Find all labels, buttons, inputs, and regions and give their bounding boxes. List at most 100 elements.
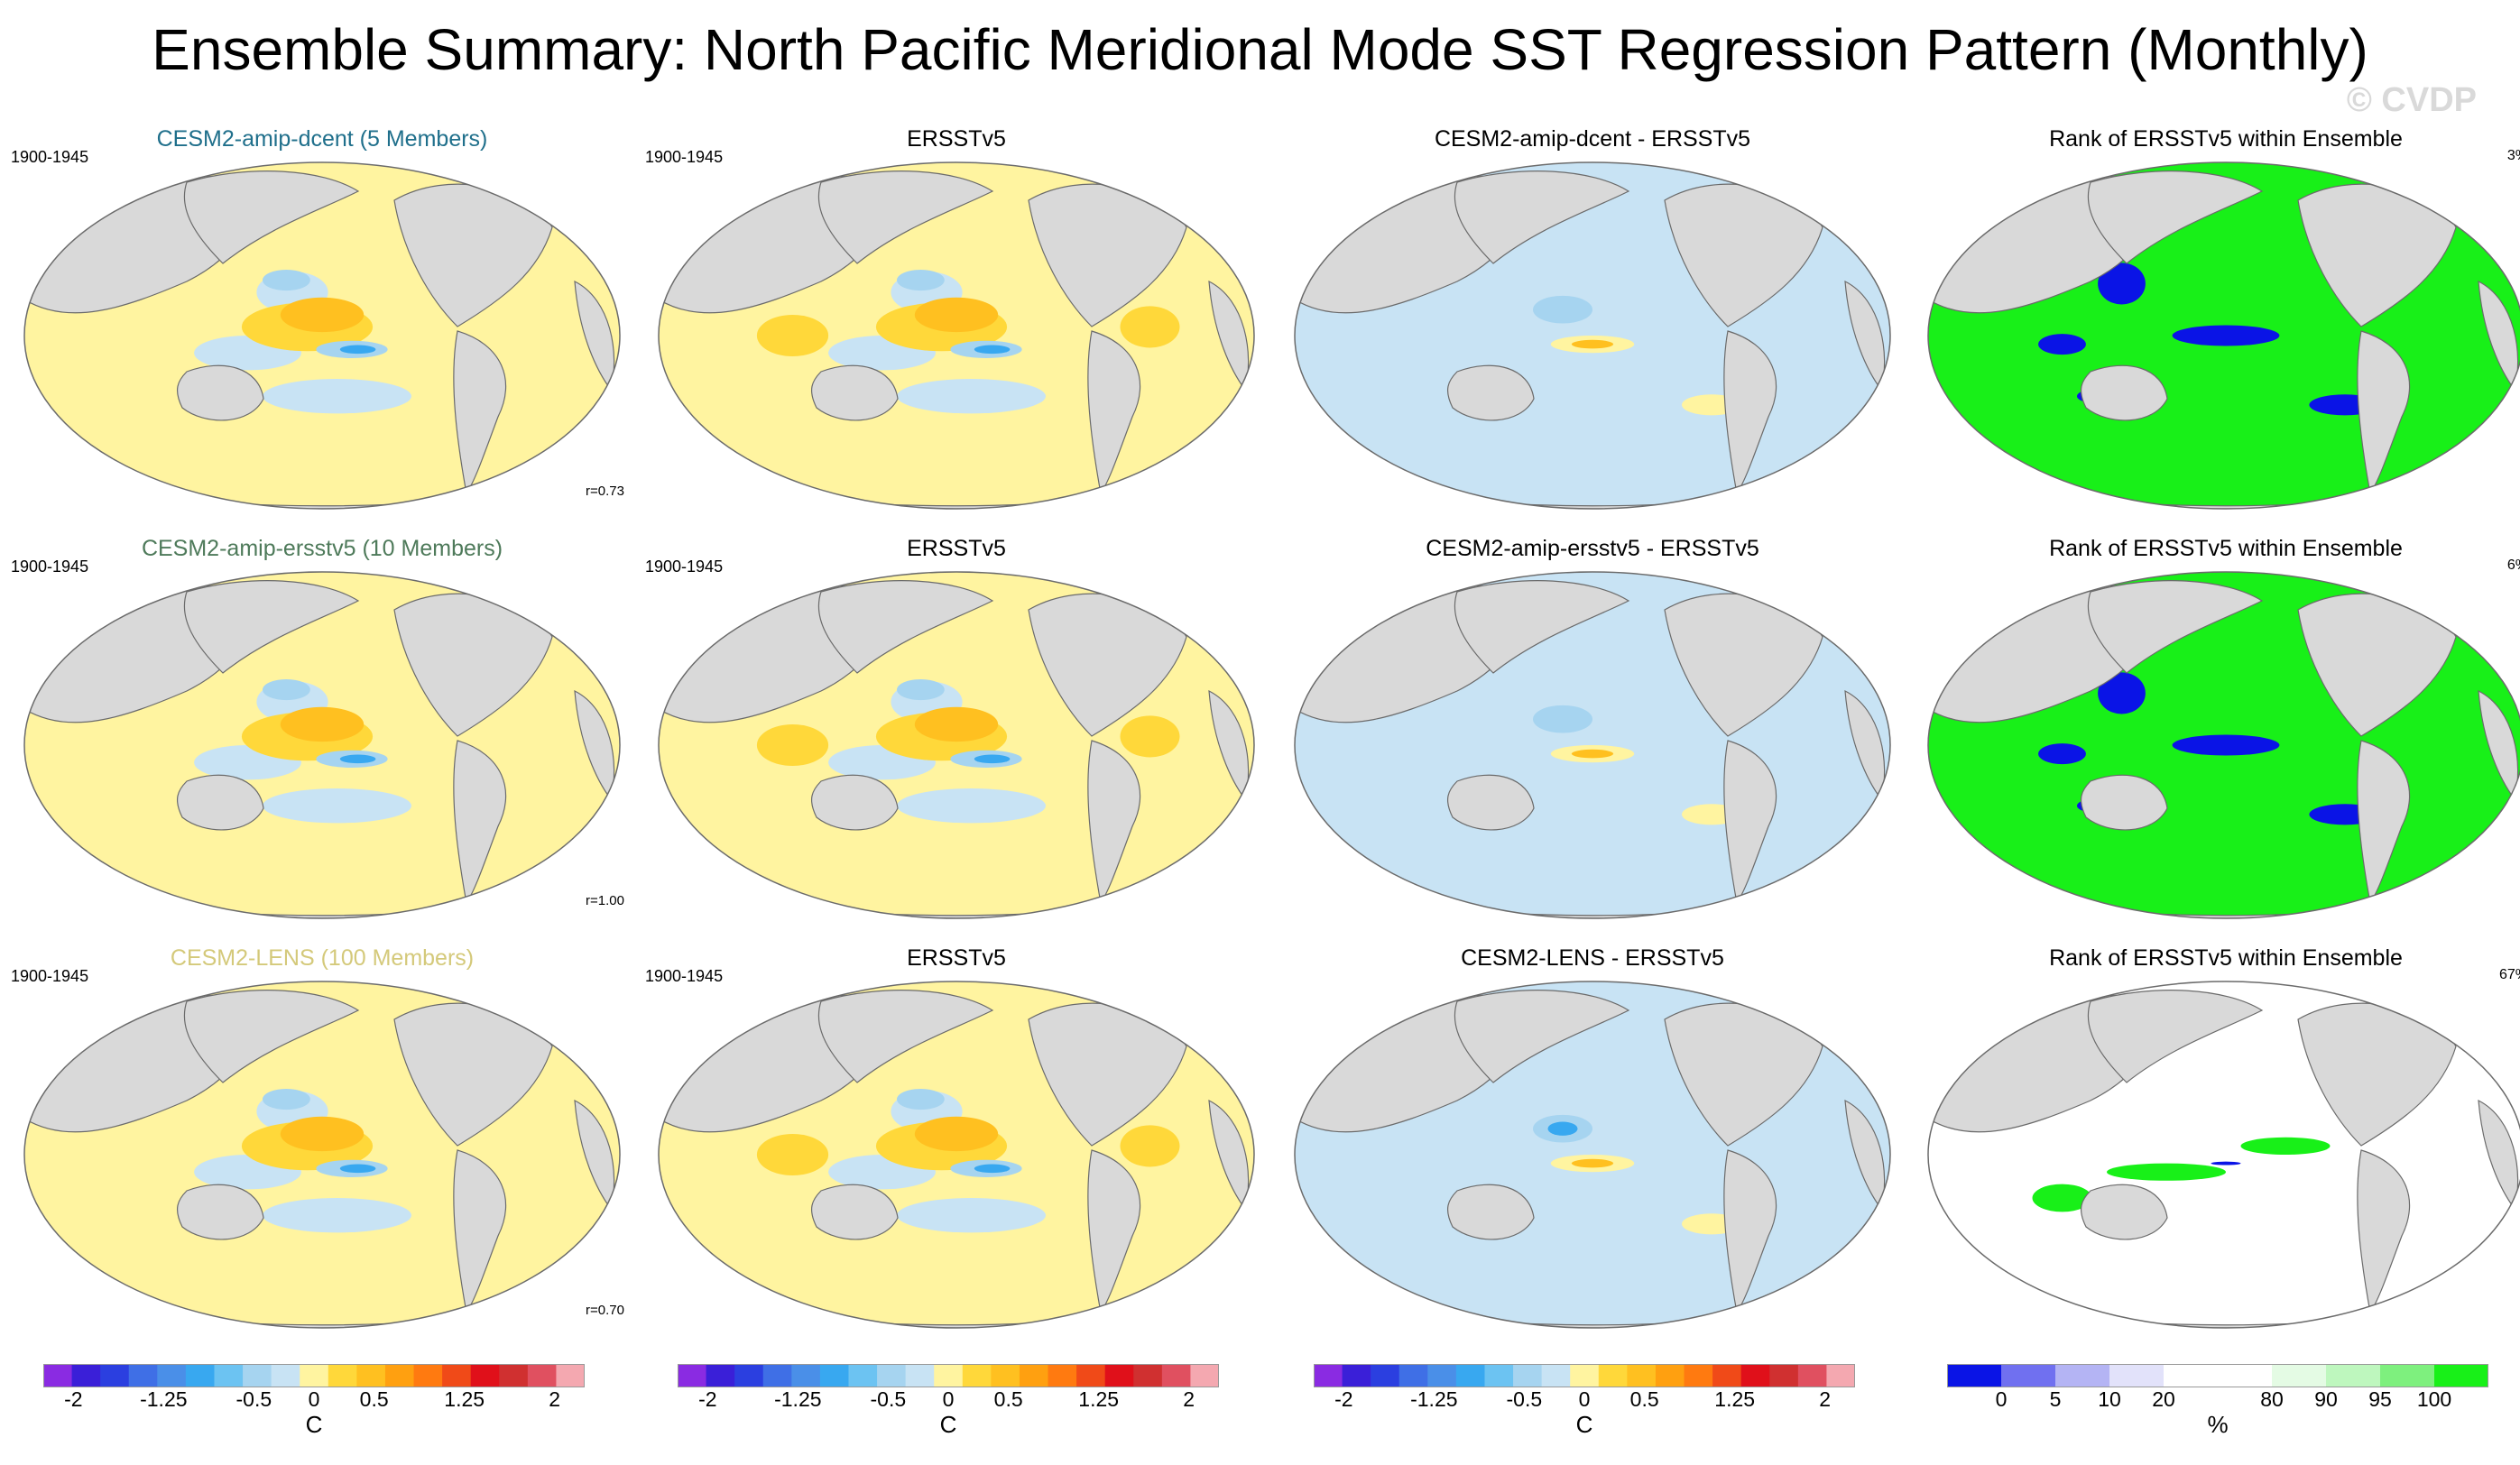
sst-colorbar: -2 -1.25 -0.5 0 0.5 1.25 2 C [1314, 1364, 1855, 1438]
asia-east-landmass [817, 580, 994, 674]
colorbar-swatch [734, 1364, 764, 1387]
colorbar-tick-label: -0.5 [870, 1387, 907, 1411]
colorbar-tick-label: -1.25 [140, 1387, 188, 1411]
colorbar-swatch [848, 1364, 878, 1387]
strong-negative-anomaly [974, 1164, 1011, 1174]
colorbar-swatch [934, 1364, 964, 1387]
colorbar-swatch [1947, 1364, 2002, 1387]
low-rank-region [2172, 734, 2280, 756]
ocean-background [1295, 162, 1890, 509]
low-rank-region [2098, 263, 2146, 305]
map-boundary [23, 981, 621, 1329]
colorbar-swatch [706, 1364, 735, 1387]
colorbar-swatch [128, 1364, 158, 1387]
colorbar-swatch [470, 1364, 500, 1387]
map-boundary [658, 161, 1255, 510]
colorbar-swatch [2434, 1364, 2488, 1387]
panel-title: ERSSTv5 [907, 945, 1006, 971]
map-boundary [23, 571, 621, 919]
positive-anomaly [914, 1116, 999, 1152]
colorbar-tick-label: -2 [698, 1387, 717, 1411]
colorbar-swatch [43, 1364, 73, 1387]
south-america-landmass [2357, 740, 2411, 905]
greenland-landmass [2432, 990, 2481, 1024]
high-rank-region [2107, 1163, 2226, 1181]
colorbar-tick-label: 0.5 [359, 1387, 389, 1411]
asia-east-landmass [817, 990, 994, 1083]
strong-negative-anomaly [1547, 1121, 1578, 1136]
colorbar-tick-label: 0 [942, 1387, 955, 1411]
colorbar-tick-label: 90 [2314, 1387, 2338, 1411]
colorbar-swatch [157, 1364, 187, 1387]
colorbar-swatch [2380, 1364, 2435, 1387]
colorbar-swatch [1455, 1364, 1485, 1387]
colorbar-swatch [1427, 1364, 1457, 1387]
period-label: 1900-1945 [11, 967, 89, 985]
low-rank-region [2038, 743, 2086, 765]
ensemble-panel: CESM2-amip-dcent (5 Members) 1900-1945 r=0… [11, 126, 633, 523]
colorbar-swatch [2164, 1364, 2219, 1387]
negative-anomaly [263, 270, 310, 291]
low-rank-region [2211, 1161, 2241, 1166]
panel-title: ERSSTv5 [907, 126, 1006, 152]
asia-east-landmass [1454, 990, 1630, 1083]
australia-landmass [810, 1184, 899, 1240]
south-america-landmass [2357, 1149, 2411, 1314]
negative-anomaly [263, 788, 411, 824]
colorbar-outline [43, 1364, 585, 1387]
colorbar-tick-label: -0.5 [1506, 1387, 1543, 1411]
colorbar-swatch [1627, 1364, 1657, 1387]
south-america-landmass [1087, 740, 1141, 905]
australia-landmass [1446, 364, 1535, 421]
colorbar-outline [678, 1364, 1219, 1387]
colorbar-tick-label: 95 [2368, 1387, 2392, 1411]
ensemble-panel: CESM2-LENS (100 Members) 1900-1945 r=0.70 [11, 945, 633, 1342]
colorbar-swatch [1190, 1364, 1219, 1387]
asia-east-landmass [2087, 580, 2264, 674]
cvdp-watermark: © CVDP [2346, 81, 2477, 119]
colorbar-swatch [1048, 1364, 1077, 1387]
australia-landmass [810, 364, 899, 421]
south-america-landmass [453, 740, 507, 905]
colorbar-swatch [527, 1364, 557, 1387]
colorbar-swatch [1104, 1364, 1134, 1387]
colorbar-tick-label: 2 [1819, 1387, 1832, 1411]
panel-title: CESM2-amip-dcent (5 Members) [156, 126, 488, 152]
colorbar-swatch [1314, 1364, 1343, 1387]
colorbar-tick-label: 0.5 [993, 1387, 1023, 1411]
panel-title: ERSSTv5 [907, 536, 1006, 561]
positive-anomaly [1571, 749, 1614, 759]
colorbar-swatch [2055, 1364, 2110, 1387]
colorbar-swatch [1598, 1364, 1628, 1387]
negative-anomaly [897, 270, 945, 291]
panel-title: CESM2-amip-dcent - ERSSTv5 [1434, 126, 1751, 152]
colorbar-tick-label: 5 [2049, 1387, 2062, 1411]
positive-anomaly [1571, 1158, 1614, 1168]
colorbar-tick-label: -2 [1334, 1387, 1353, 1411]
colorbar-swatch [1541, 1364, 1571, 1387]
panel-title: CESM2-amip-ersstv5 - ERSSTv5 [1426, 536, 1759, 561]
asia-east-landmass [2087, 170, 2264, 264]
colorbar-swatch [877, 1364, 907, 1387]
south-america-landmass [1723, 1149, 1777, 1314]
sst-colorbar: -2 -1.25 -0.5 0 0.5 1.25 2 C [678, 1364, 1219, 1438]
rank-map-0 [1927, 161, 2520, 510]
south-america-landmass [1723, 330, 1777, 495]
colorbar-tick-label: -0.5 [235, 1387, 272, 1411]
greenland-landmass [1799, 581, 1848, 614]
colorbar-swatch [762, 1364, 792, 1387]
rank-percent-label: 3% [2506, 148, 2520, 163]
colorbar-swatch [1161, 1364, 1191, 1387]
positive-anomaly [756, 314, 829, 357]
obs-panel: ERSSTv5 1900-1945 [645, 126, 1268, 523]
ensemble-panel: CESM2-amip-ersstv5 (10 Members) 1900-1945… [11, 536, 633, 933]
high-rank-region [2032, 1184, 2092, 1212]
strong-negative-anomaly [974, 345, 1011, 355]
colorbar-swatch [442, 1364, 472, 1387]
rank-colorbar: 0 5 10 20 80 90 95 100% [1947, 1364, 2488, 1438]
map-boundary [23, 161, 621, 510]
colorbar-swatch [1484, 1364, 1514, 1387]
map-boundary [1294, 161, 1891, 510]
greenland-landmass [529, 581, 577, 614]
australia-landmass [176, 1184, 264, 1240]
